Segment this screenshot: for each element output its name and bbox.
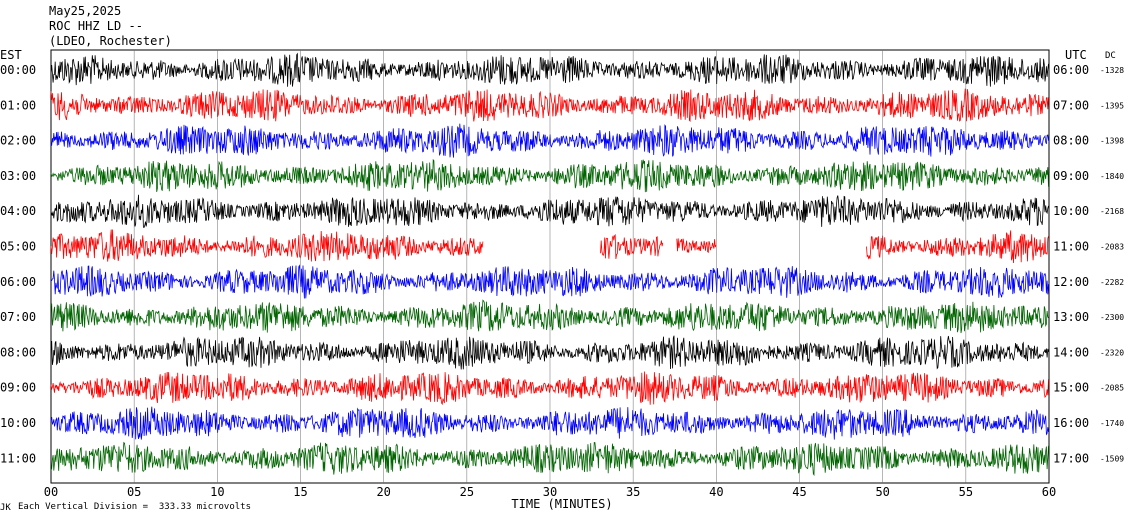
- utc-label: 15:00: [1053, 381, 1089, 395]
- utc-label: 13:00: [1053, 310, 1089, 324]
- dc-offset-label: -1509: [1100, 454, 1124, 463]
- utc-label: 08:00: [1053, 134, 1089, 148]
- utc-label: 16:00: [1053, 416, 1089, 430]
- utc-axis-title: UTC: [1065, 48, 1087, 62]
- x-tick-label: 25: [460, 485, 474, 499]
- est-axis-title: EST: [0, 48, 22, 62]
- est-label: 01:00: [0, 98, 36, 112]
- trace-row-0500: [50, 229, 1049, 264]
- est-label: 09:00: [0, 381, 36, 395]
- dc-offset-label: -2083: [1100, 243, 1124, 252]
- dc-offset-label: -1328: [1100, 66, 1124, 75]
- x-tick-label: 00: [44, 485, 58, 499]
- x-tick-label: 50: [875, 485, 889, 499]
- dc-offset-label: -2168: [1100, 207, 1124, 216]
- dc-offset-label: -2282: [1100, 278, 1124, 287]
- est-label: 00:00: [0, 63, 36, 77]
- dc-offset-label: -1395: [1100, 101, 1124, 110]
- x-tick-label: 15: [293, 485, 307, 499]
- x-tick-label: 60: [1042, 485, 1056, 499]
- utc-label: 06:00: [1053, 63, 1089, 77]
- utc-label: 17:00: [1053, 451, 1089, 465]
- x-axis-label: TIME (MINUTES): [511, 497, 612, 511]
- x-tick-label: 35: [626, 485, 640, 499]
- x-tick-label: 20: [376, 485, 390, 499]
- utc-label: 14:00: [1053, 345, 1089, 359]
- dc-offset-label: -2320: [1100, 348, 1124, 357]
- x-tick-label: 05: [127, 485, 141, 499]
- vertical-division-note: Each Vertical Division = 333.33 microvol…: [18, 502, 251, 512]
- x-tick-label: 40: [709, 485, 723, 499]
- est-label: 03:00: [0, 169, 36, 183]
- x-tick-label: 10: [210, 485, 224, 499]
- x-tick-label: 45: [792, 485, 806, 499]
- utc-label: 11:00: [1053, 240, 1089, 254]
- x-tick-label: 30: [543, 485, 557, 499]
- plot-date: May25,2025: [49, 4, 122, 18]
- est-label: 05:00: [0, 240, 36, 254]
- est-label: 06:00: [0, 275, 36, 289]
- est-label: 10:00: [0, 416, 36, 430]
- footer-mark: JK: [0, 503, 11, 513]
- dc-axis-title: DC: [1105, 51, 1116, 61]
- utc-label: 07:00: [1053, 98, 1089, 112]
- est-label: 08:00: [0, 345, 36, 359]
- dc-offset-label: -2300: [1100, 313, 1124, 322]
- dc-offset-label: -1398: [1100, 137, 1124, 146]
- est-label: 04:00: [0, 204, 36, 218]
- dc-offset-label: -1740: [1100, 419, 1124, 428]
- station-network: (LDEO, Rochester): [49, 34, 172, 48]
- utc-label: 09:00: [1053, 169, 1089, 183]
- utc-label: 10:00: [1053, 204, 1089, 218]
- dc-offset-label: -2085: [1100, 384, 1124, 393]
- est-label: 11:00: [0, 451, 36, 465]
- est-label: 02:00: [0, 134, 36, 148]
- dc-offset-label: -1840: [1100, 172, 1124, 181]
- est-label: 07:00: [0, 310, 36, 324]
- utc-label: 12:00: [1053, 275, 1089, 289]
- x-tick-label: 55: [959, 485, 973, 499]
- station-code: ROC HHZ LD --: [49, 19, 143, 33]
